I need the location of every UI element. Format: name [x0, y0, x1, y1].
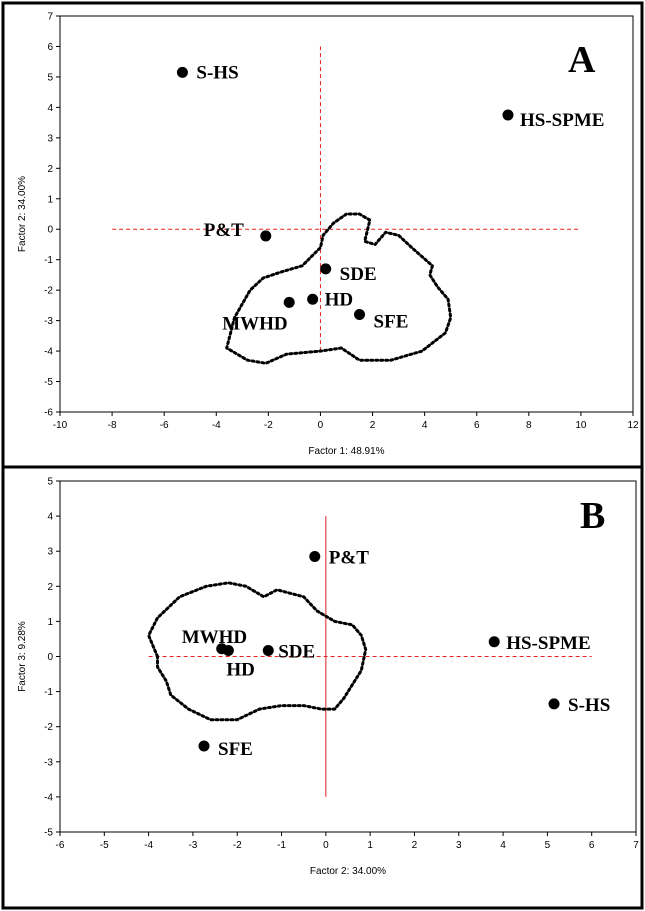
cluster-outline: [147, 581, 368, 722]
x-tick-label: -4: [144, 840, 153, 851]
x-tick-label: -6: [160, 420, 169, 431]
x-tick-label: 2: [412, 840, 418, 851]
y-tick-label: 3: [47, 133, 53, 144]
y-tick-label: -4: [44, 792, 53, 803]
panel-a: -10 -8 -6 -4 -2 0 2 4 6 8 10 12-6-5-4-3-2-101234567…: [17, 12, 639, 458]
data-point: [260, 230, 272, 242]
x-tick-label: -10: [53, 420, 68, 431]
y-tick-label: 1: [47, 194, 53, 205]
x-tick-label: 4: [422, 420, 428, 431]
y-tick-label: 5: [47, 477, 53, 488]
panel-b: -6 -5 -4 -3 -2 -1 0 1 2 3 4 5 6 7-5-4-3-2-1012345Fact…: [17, 477, 639, 878]
y-tick-label: 2: [47, 582, 53, 593]
y-tick-label: -3: [44, 757, 53, 768]
data-point-label: SDE: [278, 642, 315, 663]
y-tick-label: -3: [44, 316, 53, 327]
y-tick-label: -5: [44, 377, 53, 388]
x-tick-label: -2: [233, 840, 242, 851]
x-tick-label: 3: [456, 840, 462, 851]
data-point: [198, 740, 210, 752]
panel-letter: A: [568, 39, 596, 81]
x-tick-label: 6: [474, 420, 480, 431]
y-tick-label: -2: [44, 286, 53, 297]
data-point: [548, 698, 560, 710]
data-point: [283, 296, 295, 308]
x-tick-label: -5: [100, 840, 109, 851]
y-tick-label: -1: [44, 255, 53, 266]
y-tick-label: -4: [44, 347, 53, 358]
x-axis-title: Factor 1: 48.91%: [308, 446, 384, 457]
data-point-label: SFE: [374, 312, 409, 333]
data-point: [262, 645, 274, 657]
x-tick-label: -3: [188, 840, 197, 851]
y-tick-label: 7: [47, 12, 53, 23]
data-point-label: S-HS: [196, 62, 238, 83]
panel-letter: B: [580, 495, 605, 537]
data-point: [307, 293, 319, 305]
data-point: [309, 550, 321, 562]
y-tick-label: 1: [47, 617, 53, 628]
y-tick-label: 3: [47, 547, 53, 558]
data-point: [320, 263, 332, 275]
data-point: [502, 109, 514, 121]
y-tick-label: 0: [47, 225, 53, 236]
data-point: [488, 636, 500, 648]
x-tick-label: -6: [56, 840, 65, 851]
data-point: [222, 645, 234, 657]
x-tick-label: 4: [500, 840, 506, 851]
plot-frame: [59, 15, 634, 413]
y-tick-label: -6: [44, 408, 53, 419]
x-axis-title: Factor 2: 34.00%: [310, 866, 386, 877]
y-tick-label: 5: [47, 72, 53, 83]
data-point-label: SFE: [218, 739, 253, 760]
y-axis-title: Factor 2: 34.00%: [17, 176, 28, 252]
data-point-label: SDE: [340, 264, 377, 285]
x-tick-label: 1: [367, 840, 373, 851]
data-point-label: HD: [226, 660, 255, 681]
data-point-label: P&T: [204, 220, 244, 241]
y-tick-label: 2: [47, 164, 53, 175]
data-point: [176, 66, 188, 78]
y-tick-label: -2: [44, 722, 53, 733]
x-tick-label: -8: [108, 420, 117, 431]
data-point-label: S-HS: [568, 695, 610, 716]
x-tick-label: 0: [323, 840, 329, 851]
x-tick-label: -4: [212, 420, 221, 431]
x-tick-label: 0: [318, 420, 324, 431]
y-tick-label: -5: [44, 828, 53, 839]
data-point-label: MWHD: [182, 627, 247, 648]
data-point: [354, 309, 366, 321]
data-point-label: HS-SPME: [506, 633, 590, 654]
y-tick-label: 6: [47, 42, 53, 53]
y-tick-label: 4: [47, 512, 53, 523]
cluster-outline: [225, 212, 453, 365]
y-tick-label: 4: [47, 103, 53, 114]
y-tick-label: -1: [44, 687, 53, 698]
y-axis-title: Factor 3: 9.28%: [17, 621, 28, 692]
data-point-label: HS-SPME: [520, 110, 604, 131]
x-tick-label: 2: [370, 420, 376, 431]
x-tick-label: -1: [277, 840, 286, 851]
data-point-label: MWHD: [222, 313, 287, 334]
x-tick-label: 5: [545, 840, 551, 851]
y-tick-label: 0: [47, 652, 53, 663]
x-tick-label: 6: [589, 840, 595, 851]
x-tick-label: -2: [264, 420, 273, 431]
x-tick-label: 10: [575, 420, 587, 431]
x-tick-label: 12: [627, 420, 639, 431]
x-tick-label: 7: [633, 840, 639, 851]
data-point-label: HD: [325, 289, 354, 310]
x-tick-label: 8: [526, 420, 532, 431]
data-point-label: P&T: [329, 547, 369, 568]
